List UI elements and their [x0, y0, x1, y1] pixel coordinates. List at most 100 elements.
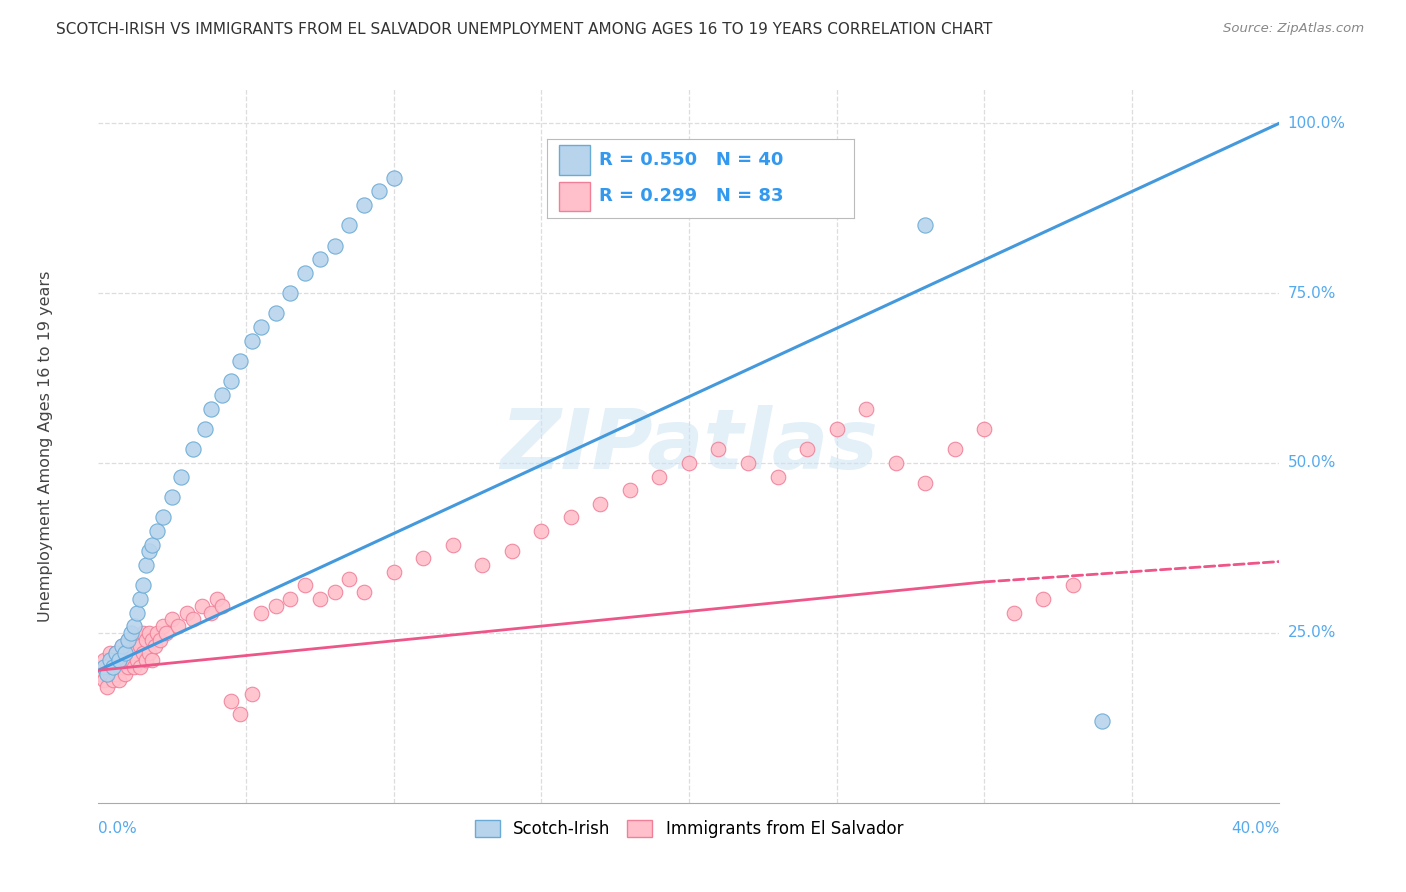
Point: [103, 660, 125, 674]
Point: [229, 707, 252, 722]
Point: [96, 680, 118, 694]
Text: 25.0%: 25.0%: [1288, 625, 1336, 640]
Point: [678, 456, 700, 470]
Point: [117, 660, 139, 674]
Point: [96, 666, 118, 681]
Point: [108, 653, 131, 667]
Point: [855, 401, 877, 416]
Point: [309, 252, 332, 266]
Point: [108, 653, 131, 667]
Point: [128, 591, 150, 606]
Point: [294, 266, 316, 280]
Bar: [560, 182, 591, 211]
Point: [111, 660, 134, 674]
Point: [167, 619, 190, 633]
Text: 75.0%: 75.0%: [1288, 285, 1336, 301]
Point: [737, 456, 759, 470]
Point: [176, 606, 198, 620]
Point: [141, 653, 163, 667]
Point: [117, 632, 139, 647]
Point: [471, 558, 494, 572]
Point: [135, 653, 157, 667]
Point: [884, 456, 907, 470]
Point: [114, 646, 136, 660]
Text: 40.0%: 40.0%: [1232, 821, 1279, 836]
Point: [530, 524, 553, 538]
Point: [229, 354, 252, 368]
Text: Source: ZipAtlas.com: Source: ZipAtlas.com: [1223, 22, 1364, 36]
Point: [103, 673, 125, 688]
Text: 50.0%: 50.0%: [1288, 456, 1336, 470]
Point: [766, 469, 789, 483]
Point: [120, 626, 142, 640]
Point: [240, 687, 263, 701]
Point: [135, 632, 157, 647]
Point: [309, 591, 332, 606]
Point: [114, 666, 136, 681]
Point: [162, 490, 183, 504]
Text: 100.0%: 100.0%: [1288, 116, 1346, 131]
Point: [1032, 591, 1054, 606]
Point: [825, 422, 848, 436]
Point: [152, 619, 174, 633]
Point: [105, 646, 128, 660]
Point: [323, 238, 346, 252]
Point: [353, 585, 375, 599]
Point: [560, 510, 582, 524]
Point: [323, 585, 346, 599]
Bar: [560, 145, 591, 175]
Point: [135, 558, 157, 572]
Point: [143, 640, 166, 654]
Point: [138, 544, 160, 558]
Point: [141, 537, 163, 551]
Point: [125, 606, 148, 620]
Point: [264, 599, 287, 613]
Point: [93, 673, 115, 688]
Point: [200, 401, 222, 416]
Point: [149, 632, 172, 647]
Point: [120, 640, 142, 654]
Point: [125, 653, 148, 667]
Point: [294, 578, 316, 592]
Point: [93, 653, 115, 667]
Point: [105, 646, 128, 660]
Point: [914, 218, 936, 232]
Point: [96, 660, 118, 674]
Point: [105, 666, 128, 681]
Point: [250, 320, 273, 334]
Point: [264, 306, 287, 320]
Point: [368, 184, 391, 198]
Point: [191, 599, 214, 613]
Point: [125, 632, 148, 647]
Text: Unemployment Among Ages 16 to 19 years: Unemployment Among Ages 16 to 19 years: [38, 270, 53, 622]
Point: [589, 497, 612, 511]
Point: [122, 660, 145, 674]
Point: [114, 646, 136, 660]
Point: [441, 537, 464, 551]
Point: [90, 666, 112, 681]
Point: [170, 469, 193, 483]
Point: [128, 640, 150, 654]
Point: [98, 666, 121, 681]
Point: [152, 510, 174, 524]
Point: [205, 591, 228, 606]
Point: [211, 388, 233, 402]
Text: R = 0.550   N = 40: R = 0.550 N = 40: [599, 152, 783, 169]
Point: [132, 626, 155, 640]
Point: [240, 334, 263, 348]
Text: SCOTCH-IRISH VS IMMIGRANTS FROM EL SALVADOR UNEMPLOYMENT AMONG AGES 16 TO 19 YEA: SCOTCH-IRISH VS IMMIGRANTS FROM EL SALVA…: [56, 22, 993, 37]
Point: [146, 626, 169, 640]
Point: [108, 673, 131, 688]
Point: [337, 572, 360, 586]
Point: [278, 286, 302, 301]
Point: [973, 422, 995, 436]
Point: [98, 646, 121, 660]
Point: [200, 606, 222, 620]
Point: [648, 469, 671, 483]
Legend: Scotch-Irish, Immigrants from El Salvador: Scotch-Irish, Immigrants from El Salvado…: [468, 813, 910, 845]
Point: [382, 170, 405, 185]
Point: [412, 551, 434, 566]
Point: [103, 653, 125, 667]
Point: [914, 476, 936, 491]
Text: R = 0.299   N = 83: R = 0.299 N = 83: [599, 187, 785, 205]
